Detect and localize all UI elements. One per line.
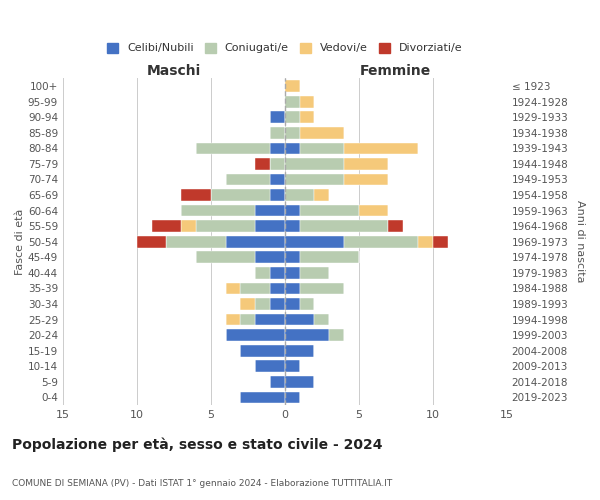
Bar bbox=[255, 267, 270, 278]
Bar bbox=[285, 345, 314, 356]
Bar bbox=[344, 158, 388, 170]
Bar bbox=[299, 298, 314, 310]
Legend: Celibi/Nubili, Coniugati/e, Vedovi/e, Divorziati/e: Celibi/Nubili, Coniugati/e, Vedovi/e, Di… bbox=[103, 38, 467, 58]
Bar bbox=[196, 142, 270, 154]
Bar bbox=[270, 174, 285, 186]
Bar bbox=[299, 142, 344, 154]
Bar bbox=[285, 330, 329, 341]
Bar bbox=[285, 96, 299, 108]
Bar bbox=[285, 392, 299, 403]
Bar bbox=[181, 205, 255, 216]
Bar bbox=[299, 220, 388, 232]
Bar bbox=[270, 158, 285, 170]
Bar bbox=[255, 360, 285, 372]
Bar bbox=[166, 236, 226, 248]
Bar bbox=[299, 282, 344, 294]
Bar bbox=[270, 142, 285, 154]
Bar bbox=[299, 96, 314, 108]
Bar bbox=[344, 236, 418, 248]
Bar bbox=[329, 330, 344, 341]
Bar bbox=[299, 205, 359, 216]
Bar bbox=[285, 360, 299, 372]
Bar bbox=[270, 282, 285, 294]
Text: COMUNE DI SEMIANA (PV) - Dati ISTAT 1° gennaio 2024 - Elaborazione TUTTITALIA.IT: COMUNE DI SEMIANA (PV) - Dati ISTAT 1° g… bbox=[12, 478, 392, 488]
Bar bbox=[285, 267, 299, 278]
Bar bbox=[285, 314, 314, 326]
Bar bbox=[418, 236, 433, 248]
Bar bbox=[241, 298, 255, 310]
Bar bbox=[285, 127, 299, 138]
Bar bbox=[137, 236, 166, 248]
Bar bbox=[211, 189, 270, 201]
Bar bbox=[255, 298, 270, 310]
Bar bbox=[314, 314, 329, 326]
Bar bbox=[285, 174, 344, 186]
Bar bbox=[285, 220, 299, 232]
Bar bbox=[255, 158, 270, 170]
Bar bbox=[226, 282, 241, 294]
Bar bbox=[299, 127, 344, 138]
Bar bbox=[285, 112, 299, 123]
Bar bbox=[285, 236, 344, 248]
Bar bbox=[285, 298, 299, 310]
Bar bbox=[152, 220, 181, 232]
Bar bbox=[196, 220, 255, 232]
Y-axis label: Fasce di età: Fasce di età bbox=[15, 208, 25, 275]
Bar bbox=[270, 376, 285, 388]
Bar bbox=[255, 205, 285, 216]
Bar bbox=[344, 142, 418, 154]
Bar bbox=[285, 282, 299, 294]
Bar bbox=[270, 127, 285, 138]
Bar bbox=[285, 189, 314, 201]
Bar bbox=[359, 205, 388, 216]
Bar bbox=[299, 112, 314, 123]
Bar bbox=[270, 189, 285, 201]
Bar bbox=[285, 80, 299, 92]
Bar bbox=[241, 282, 270, 294]
Text: Femmine: Femmine bbox=[360, 64, 431, 78]
Bar bbox=[344, 174, 388, 186]
Bar bbox=[181, 220, 196, 232]
Bar bbox=[314, 189, 329, 201]
Bar bbox=[285, 376, 314, 388]
Bar bbox=[433, 236, 448, 248]
Bar bbox=[226, 236, 285, 248]
Bar bbox=[226, 330, 285, 341]
Bar bbox=[181, 189, 211, 201]
Bar bbox=[255, 252, 285, 263]
Bar bbox=[285, 142, 299, 154]
Bar bbox=[285, 252, 299, 263]
Bar bbox=[285, 158, 344, 170]
Bar bbox=[285, 205, 299, 216]
Bar bbox=[241, 314, 255, 326]
Bar bbox=[270, 298, 285, 310]
Y-axis label: Anni di nascita: Anni di nascita bbox=[575, 200, 585, 283]
Bar bbox=[196, 252, 255, 263]
Bar bbox=[255, 220, 285, 232]
Text: Popolazione per età, sesso e stato civile - 2024: Popolazione per età, sesso e stato civil… bbox=[12, 438, 383, 452]
Bar bbox=[255, 314, 285, 326]
Bar bbox=[270, 267, 285, 278]
Bar bbox=[226, 314, 241, 326]
Bar bbox=[241, 345, 285, 356]
Bar bbox=[241, 392, 285, 403]
Bar bbox=[270, 112, 285, 123]
Bar bbox=[388, 220, 403, 232]
Text: Maschi: Maschi bbox=[147, 64, 201, 78]
Bar bbox=[226, 174, 270, 186]
Bar bbox=[299, 267, 329, 278]
Bar bbox=[299, 252, 359, 263]
